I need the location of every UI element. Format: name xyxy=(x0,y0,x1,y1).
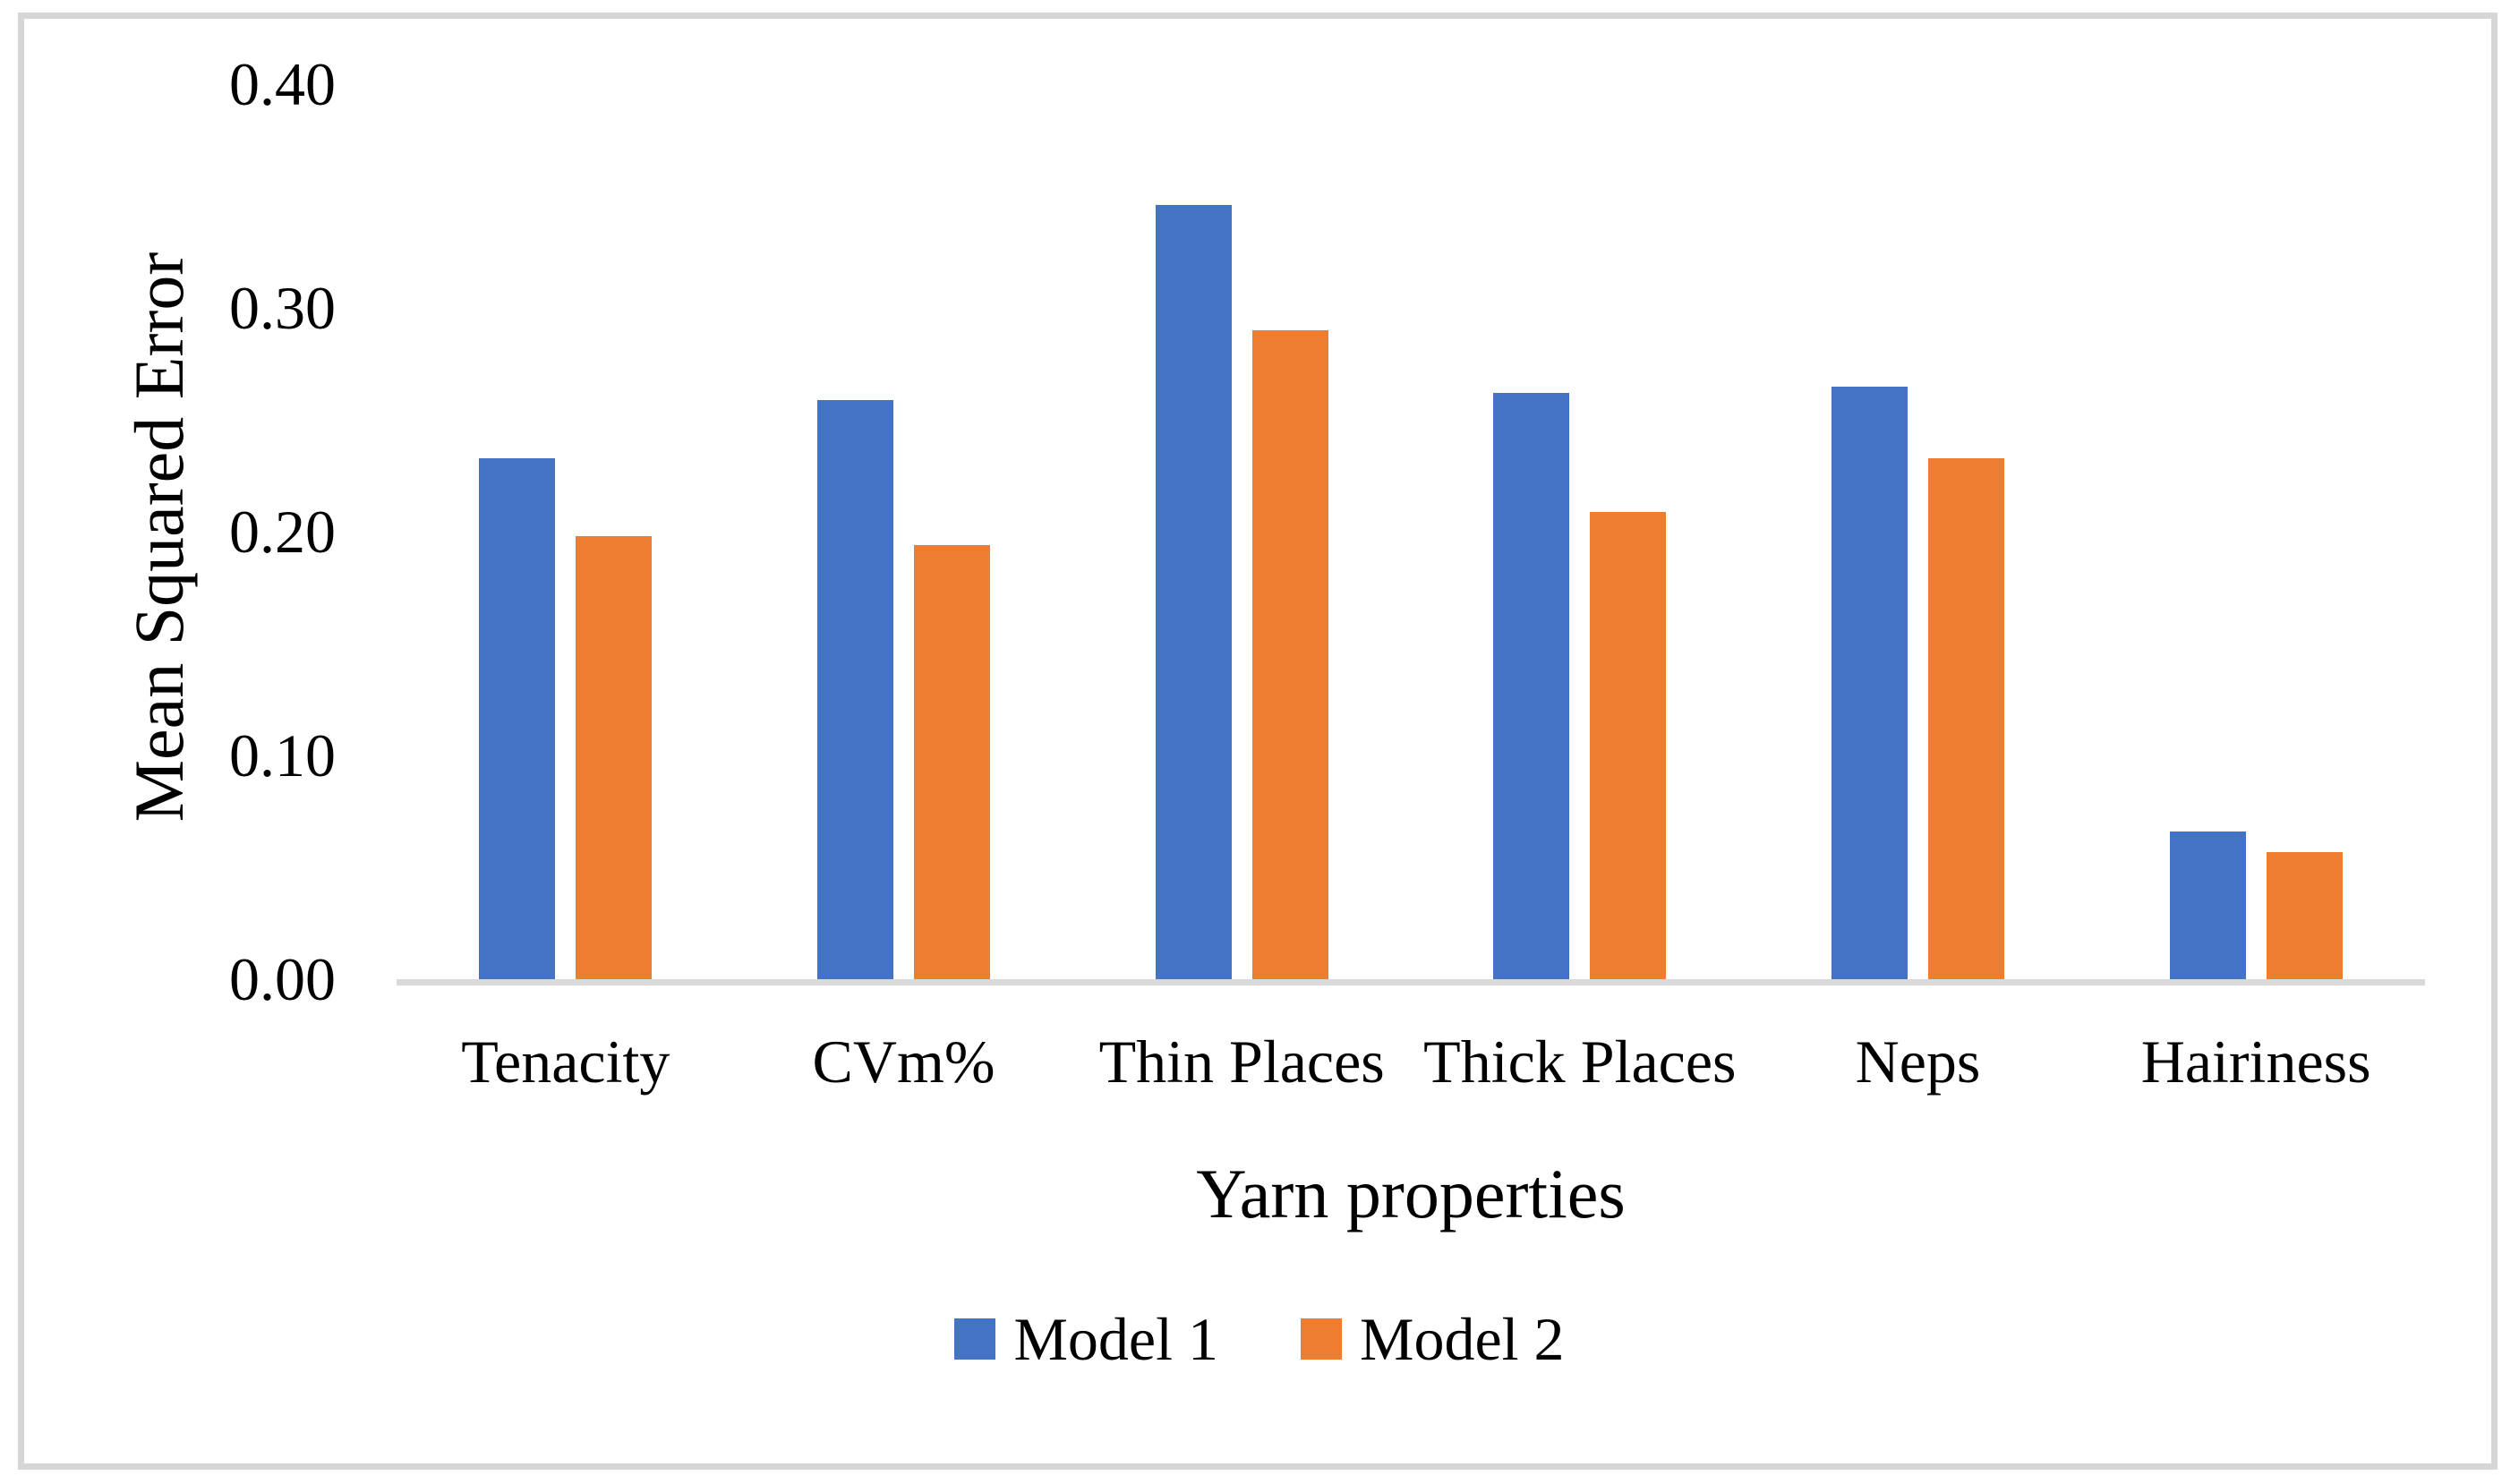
bar-model-1-thin-places xyxy=(1155,205,1232,979)
legend-label-model-2: Model 2 xyxy=(1360,1305,1565,1373)
legend: Model 1 Model 2 xyxy=(0,1309,2519,1369)
legend-label-model-1: Model 1 xyxy=(1013,1305,1218,1373)
x-category-label-neps: Neps xyxy=(1855,1028,1981,1096)
y-tick-label-0.00: 0.00 xyxy=(229,945,336,1013)
bar-model-1-hairiness xyxy=(2169,832,2246,979)
bar-model-2-tenacity xyxy=(576,536,653,979)
chart-frame-border xyxy=(18,13,2498,1470)
bar-model-2-cvm xyxy=(914,545,990,979)
x-category-label-tenacity: Tenacity xyxy=(461,1028,670,1096)
y-tick-label-0.30: 0.30 xyxy=(229,274,336,342)
legend-swatch-model-2 xyxy=(1301,1318,1342,1360)
x-axis-line xyxy=(397,979,2425,985)
y-tick-label-0.40: 0.40 xyxy=(229,50,336,118)
x-category-label-hairiness: Hairiness xyxy=(2140,1028,2371,1096)
bar-model-2-thick-places xyxy=(1590,511,1667,979)
x-axis-title: Yarn properties xyxy=(1196,1155,1626,1232)
bar-model-2-neps xyxy=(1928,457,2004,979)
legend-item-model-1: Model 1 xyxy=(954,1309,1218,1369)
bar-model-1-tenacity xyxy=(479,457,556,979)
x-category-label-thin-places: Thin Places xyxy=(1098,1028,1385,1096)
bar-model-1-cvm xyxy=(817,399,893,979)
x-category-label-cvm: CVm% xyxy=(812,1028,995,1096)
bar-model-2-thin-places xyxy=(1251,330,1328,979)
bar-model-1-neps xyxy=(1832,386,1908,979)
x-category-label-thick-places: Thick Places xyxy=(1423,1028,1737,1096)
y-tick-label-0.20: 0.20 xyxy=(229,498,336,566)
legend-swatch-model-1 xyxy=(954,1318,996,1360)
bar-model-2-hairiness xyxy=(2266,851,2343,979)
y-tick-label-0.10: 0.10 xyxy=(229,721,336,789)
bar-model-1-thick-places xyxy=(1493,393,1570,979)
legend-item-model-2: Model 2 xyxy=(1301,1309,1565,1369)
